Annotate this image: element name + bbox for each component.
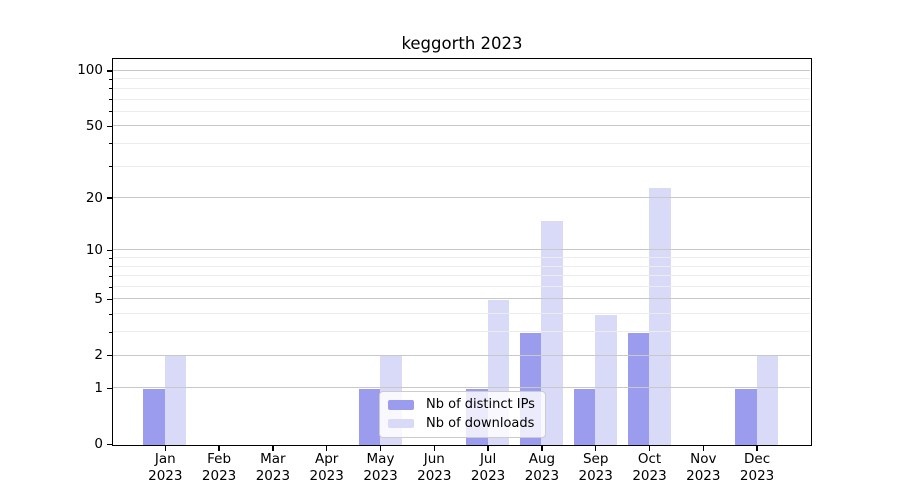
legend-swatch-distinct-ips	[388, 400, 414, 410]
legend-swatch-downloads	[388, 418, 414, 429]
gridline-minor-9	[113, 257, 810, 259]
gridline-major-2	[113, 354, 810, 356]
y-tick-1	[106, 387, 112, 390]
y-tick-label-1: 1	[94, 379, 103, 396]
legend-label-distinct-ips: Nb of distinct IPs	[426, 397, 535, 412]
x-tick-label-oct-2023: Oct 2023	[632, 451, 667, 484]
x-tick-label-nov-2023: Nov 2023	[686, 451, 721, 484]
bar-distinct-ips-oct-2023	[627, 332, 649, 445]
bar-downloads-oct-2023	[649, 187, 671, 445]
y-tick-100	[106, 70, 112, 72]
y-tick-minor-3	[109, 331, 112, 333]
bar-downloads-jan-2023	[164, 356, 187, 445]
y-tick-label-5: 5	[94, 290, 103, 307]
x-tick-aug-2023	[541, 446, 543, 451]
y-tick-minor-6	[109, 286, 112, 288]
y-tick-20	[106, 197, 112, 199]
x-tick-label-feb-2023: Feb 2023	[201, 451, 237, 484]
y-tick-minor-9	[109, 257, 112, 259]
y-tick-5	[106, 298, 112, 301]
gridline-major-5	[113, 298, 810, 300]
gridline-minor-80	[113, 87, 810, 89]
x-tick-label-jan-2023: Jan 2023	[148, 451, 183, 484]
x-tick-may-2023	[379, 446, 382, 451]
bar-downloads-dec-2023	[756, 356, 779, 445]
y-tick-label-50: 50	[85, 117, 103, 134]
x-tick-jun-2023	[433, 446, 436, 451]
x-tick-oct-2023	[648, 446, 651, 451]
y-tick-minor-40	[109, 143, 112, 145]
gridline-minor-40	[113, 142, 810, 144]
bar-distinct-ips-jan-2023	[143, 388, 165, 445]
y-tick-minor-70	[109, 99, 112, 100]
y-tick-minor-4	[109, 313, 112, 315]
legend-row-distinct-ips: Nb of distinct IPs	[388, 397, 535, 413]
y-tick-label-2: 2	[94, 347, 103, 364]
x-tick-nov-2023	[702, 446, 705, 451]
y-tick-minor-8	[109, 266, 112, 268]
x-tick-label-aug-2023: Aug 2023	[524, 451, 560, 484]
gridline-minor-70	[113, 98, 810, 100]
y-tick-minor-90	[109, 78, 112, 80]
x-tick-jul-2023	[487, 446, 489, 451]
x-tick-feb-2023	[218, 446, 220, 451]
x-tick-apr-2023	[325, 446, 328, 451]
y-tick-50	[106, 125, 112, 128]
x-tick-label-may-2023: May 2023	[363, 451, 398, 484]
x-tick-jan-2023	[164, 446, 167, 451]
x-tick-label-jun-2023: Jun 2023	[417, 451, 452, 484]
gridline-minor-60	[113, 110, 810, 112]
y-tick-minor-7	[109, 275, 112, 277]
x-tick-label-apr-2023: Apr 2023	[309, 451, 344, 484]
bar-downloads-aug-2023	[541, 220, 563, 445]
x-tick-label-sep-2023: Sep 2023	[578, 451, 613, 484]
gridline-minor-90	[113, 78, 810, 80]
x-tick-sep-2023	[594, 446, 597, 451]
x-tick-label-dec-2023: Dec 2023	[739, 451, 775, 484]
legend-label-downloads: Nb of downloads	[426, 415, 535, 431]
x-tick-mar-2023	[272, 446, 274, 451]
gridline-minor-6	[113, 286, 810, 287]
legend: Nb of distinct IPs Nb of downloads	[379, 391, 546, 439]
legend-row-downloads: Nb of downloads	[388, 416, 535, 432]
y-tick-10	[106, 249, 112, 252]
bar-downloads-sep-2023	[595, 314, 617, 445]
x-tick-label-mar-2023: Mar 2023	[255, 451, 291, 484]
x-tick-dec-2023	[756, 446, 758, 451]
bar-distinct-ips-may-2023	[358, 388, 380, 445]
gridline-minor-8	[113, 265, 810, 267]
y-tick-2	[106, 354, 112, 357]
y-tick-label-20: 20	[85, 189, 103, 206]
x-tick-label-jul-2023: Jul 2023	[470, 451, 506, 484]
y-tick-minor-60	[109, 111, 112, 113]
gridline-minor-7	[113, 275, 810, 277]
y-tick-0	[106, 443, 112, 446]
gridline-major-50	[113, 125, 810, 127]
bar-distinct-ips-dec-2023	[735, 388, 757, 445]
gridline-minor-30	[113, 165, 810, 167]
gridline-major-1	[113, 387, 810, 389]
bar-distinct-ips-sep-2023	[573, 388, 596, 445]
gridline-major-20	[113, 197, 810, 199]
y-tick-label-100: 100	[77, 62, 103, 79]
y-tick-minor-30	[109, 166, 112, 168]
gridline-minor-4	[113, 313, 810, 315]
chart-title: keggorth 2023	[401, 34, 523, 53]
gridline-major-100	[113, 69, 810, 71]
y-tick-label-0: 0	[94, 436, 103, 452]
gridline-major-10	[113, 249, 810, 251]
y-tick-minor-80	[109, 88, 112, 90]
gridline-minor-3	[113, 331, 810, 333]
y-tick-label-10: 10	[85, 241, 103, 258]
plot-area	[112, 58, 812, 446]
